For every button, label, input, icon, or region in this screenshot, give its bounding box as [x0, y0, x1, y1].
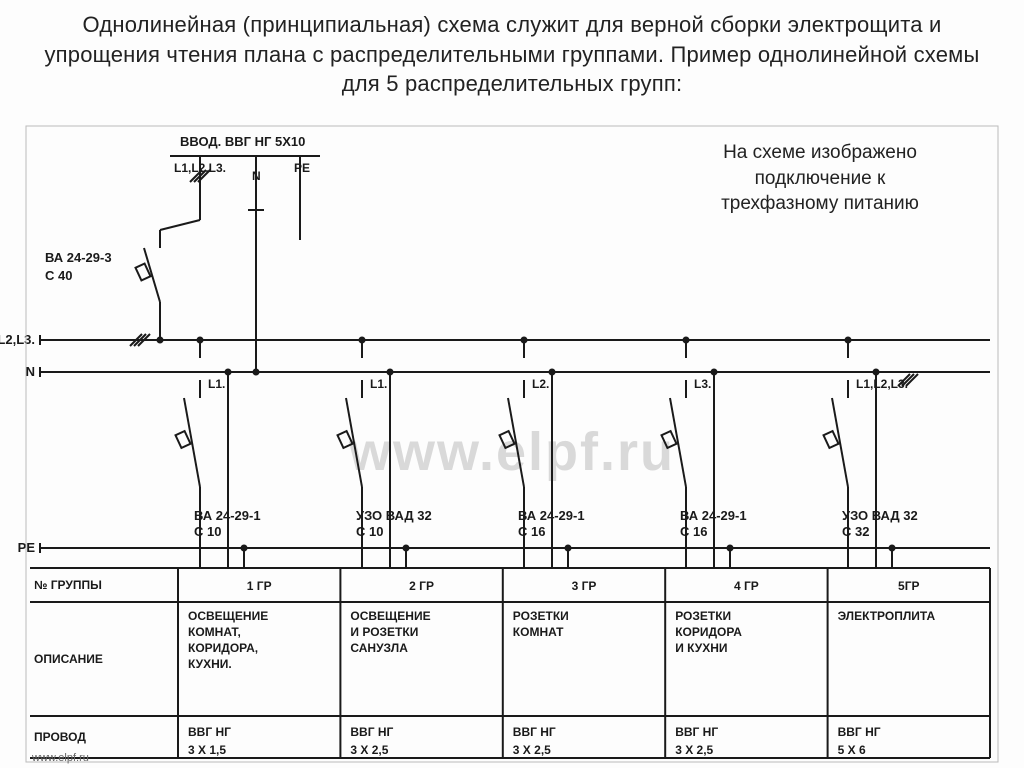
svg-text:PE: PE [294, 161, 310, 175]
svg-text:УЗО ВАД 32: УЗО ВАД 32 [842, 508, 918, 523]
svg-text:ВВГ НГ: ВВГ НГ [350, 725, 393, 739]
svg-text:3 Х 2,5: 3 Х 2,5 [350, 743, 388, 757]
svg-text:L3.: L3. [694, 377, 711, 391]
svg-text:5 Х 6: 5 Х 6 [838, 743, 866, 757]
svg-text:И РОЗЕТКИ: И РОЗЕТКИ [350, 625, 418, 639]
svg-text:КОРИДОРА: КОРИДОРА [675, 625, 742, 639]
svg-text:КУХНИ.: КУХНИ. [188, 657, 232, 671]
svg-text:ВА 24-29-3: ВА 24-29-3 [45, 250, 112, 265]
svg-text:3 ГР: 3 ГР [572, 579, 597, 593]
svg-text:С 40: С 40 [45, 268, 72, 283]
svg-text:5ГР: 5ГР [898, 579, 919, 593]
svg-text:САНУЗЛА: САНУЗЛА [350, 641, 408, 655]
svg-text:ВВГ НГ: ВВГ НГ [188, 725, 231, 739]
svg-text:№ ГРУППЫ: № ГРУППЫ [34, 578, 102, 592]
svg-text:L1,L2,L3.: L1,L2,L3. [0, 332, 35, 347]
slide: Однолинейная (принципиальная) схема служ… [0, 0, 1024, 768]
svg-text:С 10: С 10 [356, 524, 383, 539]
svg-text:ВВГ НГ: ВВГ НГ [838, 725, 881, 739]
svg-text:РОЗЕТКИ: РОЗЕТКИ [675, 609, 731, 623]
svg-text:ВВГ НГ: ВВГ НГ [675, 725, 718, 739]
svg-text:3 Х 2,5: 3 Х 2,5 [675, 743, 713, 757]
credit: www.elpf.ru [32, 752, 89, 764]
svg-text:С 32: С 32 [842, 524, 869, 539]
svg-text:L1.: L1. [208, 377, 225, 391]
svg-text:ОСВЕЩЕНИЕ: ОСВЕЩЕНИЕ [350, 609, 430, 623]
svg-text:КОМНАТ,: КОМНАТ, [188, 625, 241, 639]
svg-text:L2.: L2. [532, 377, 549, 391]
svg-text:ВВОД. ВВГ НГ 5Х10: ВВОД. ВВГ НГ 5Х10 [180, 134, 305, 149]
svg-text:2 ГР: 2 ГР [409, 579, 434, 593]
svg-text:С 16: С 16 [518, 524, 545, 539]
svg-text:С 16: С 16 [680, 524, 707, 539]
single-line-diagram: www.elpf.ru ВВОД. ВВГ НГ 5Х10 L1,L2,L3. N PE… [0, 0, 1024, 768]
svg-text:www.elpf.ru: www.elpf.ru [348, 422, 675, 482]
svg-text:1 ГР: 1 ГР [247, 579, 272, 593]
svg-text:И КУХНИ: И КУХНИ [675, 641, 727, 655]
svg-text:ОСВЕЩЕНИЕ: ОСВЕЩЕНИЕ [188, 609, 268, 623]
svg-text:ВВГ НГ: ВВГ НГ [513, 725, 556, 739]
svg-text:4 ГР: 4 ГР [734, 579, 759, 593]
svg-text:КОМНАТ: КОМНАТ [513, 625, 564, 639]
svg-text:С 10: С 10 [194, 524, 221, 539]
svg-text:L1.: L1. [370, 377, 387, 391]
svg-text:ЭЛЕКТРОПЛИТА: ЭЛЕКТРОПЛИТА [838, 609, 936, 623]
svg-text:N: N [26, 364, 35, 379]
svg-text:ОПИСАНИЕ: ОПИСАНИЕ [34, 652, 103, 666]
svg-text:КОРИДОРА,: КОРИДОРА, [188, 641, 258, 655]
svg-text:ПРОВОД: ПРОВОД [34, 730, 86, 744]
svg-text:3 Х 1,5: 3 Х 1,5 [188, 743, 226, 757]
svg-text:УЗО ВАД 32: УЗО ВАД 32 [356, 508, 432, 523]
svg-text:РОЗЕТКИ: РОЗЕТКИ [513, 609, 569, 623]
svg-text:3 Х 2,5: 3 Х 2,5 [513, 743, 551, 757]
